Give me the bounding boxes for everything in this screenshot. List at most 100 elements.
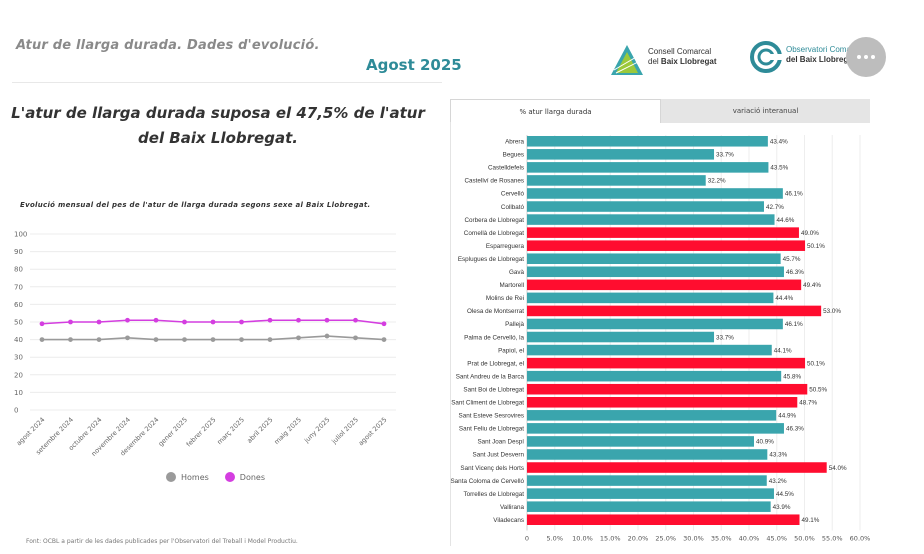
- bar-xtick-label: 35.0%: [711, 535, 732, 543]
- bar-value-label: 54.0%: [829, 465, 847, 472]
- bar-value-label: 42.7%: [766, 204, 784, 211]
- bar-category-label: Castellví de Rosanes: [464, 178, 524, 185]
- bar-value-label: 43.2%: [769, 478, 787, 485]
- consell-logo-line2: Baix Llobregat: [660, 57, 717, 66]
- observatori-circle-icon: [750, 41, 782, 73]
- legend-label-homes: Homes: [181, 472, 209, 482]
- bar-category-label: Palma de Cervelló, la: [464, 334, 524, 341]
- line-xtick-label: juliol 2025: [330, 416, 360, 446]
- bar-category-label: Esplugues de Llobregat: [458, 256, 524, 263]
- more-options-button[interactable]: [846, 37, 886, 77]
- bar-value-label: 32.2%: [708, 178, 726, 185]
- bar-value-label: 33.7%: [716, 334, 734, 341]
- bar-value-label: 48.7%: [799, 400, 817, 407]
- line-ytick-label: 20: [14, 371, 23, 379]
- bar: [527, 227, 799, 238]
- bar-xtick-label: 55.0%: [822, 535, 843, 543]
- series-point-dones: [267, 317, 273, 323]
- bar-category-label: Pallejà: [505, 321, 524, 328]
- series-point-dones: [39, 321, 45, 327]
- bar-xtick-label: 45.0%: [766, 535, 787, 543]
- source-footnote: Font: OCBL a partir de les dades publica…: [26, 538, 298, 545]
- series-point-dones: [153, 317, 159, 323]
- bar-category-label: Sant Joan Despí: [477, 439, 524, 446]
- bar: [527, 514, 800, 525]
- series-point-dones: [125, 317, 130, 323]
- series-point-homes: [353, 335, 358, 341]
- line-ytick-label: 40: [14, 336, 23, 344]
- series-point-homes: [296, 335, 301, 341]
- consell-logo-line1: Consell Comarcal: [648, 47, 712, 56]
- bar-xtick-label: 10.0%: [572, 535, 593, 543]
- line-ytick-label: 0: [14, 407, 18, 415]
- legend-item-homes[interactable]: Homes: [166, 472, 209, 482]
- bar-category-label: Sant Andreu de la Barca: [456, 373, 525, 380]
- legend-dot-homes: [166, 472, 176, 482]
- bar-xtick-label: 50.0%: [794, 535, 815, 543]
- series-point-dones: [96, 319, 102, 325]
- bar-category-label: Prat de Llobregat, el: [467, 360, 524, 367]
- bar-category-label: Collbató: [501, 204, 525, 211]
- bar-category-label: Torrelles de Llobregat: [463, 491, 524, 498]
- report-title: Atur de llarga durada. Dades d'evolució.: [16, 38, 320, 53]
- bar: [527, 475, 767, 486]
- bar-xtick-label: 5.0%: [546, 535, 563, 543]
- observatori-logo-line2: Baix Llobregat: [799, 55, 856, 64]
- line-ytick-label: 50: [14, 319, 23, 327]
- tab-variacio-interanual[interactable]: variació interanual: [661, 99, 870, 123]
- line-chart-legend: Homes Dones: [166, 472, 275, 482]
- series-point-homes: [324, 333, 330, 339]
- bar: [527, 423, 784, 434]
- line-xtick-label: maig 2025: [273, 416, 303, 446]
- headline: L'atur de llarga durada suposa el 47,5% …: [11, 104, 425, 147]
- bar: [527, 214, 775, 225]
- bar-value-label: 43.3%: [769, 452, 787, 459]
- bar-xtick-label: 30.0%: [683, 535, 704, 543]
- tab-pct-llarga-durada[interactable]: % atur llarga durada: [450, 99, 661, 123]
- bar: [527, 240, 806, 251]
- series-point-homes: [381, 337, 387, 342]
- series-point-dones: [182, 319, 187, 325]
- bar: [527, 149, 715, 160]
- bar-value-label: 40.9%: [756, 439, 774, 446]
- series-point-homes: [68, 337, 73, 342]
- series-point-dones: [296, 317, 301, 323]
- series-point-homes: [267, 337, 273, 342]
- bar: [527, 201, 764, 212]
- series-point-dones: [239, 319, 244, 325]
- consell-logo-del: del: [648, 57, 659, 66]
- line-ytick-label: 100: [14, 231, 27, 239]
- bar-value-label: 44.6%: [777, 217, 795, 224]
- bar: [527, 318, 783, 330]
- line-ytick-label: 60: [14, 301, 23, 309]
- bar: [527, 462, 827, 473]
- series-point-homes: [96, 337, 102, 342]
- series-point-homes: [182, 337, 187, 342]
- bar: [527, 136, 768, 147]
- bar-category-label: Molins de Rei: [486, 295, 524, 302]
- bar-category-label: Martorell: [500, 282, 525, 289]
- observatori-logo-line1: Observatori Comarcal: [786, 45, 864, 54]
- line-ytick-label: 30: [14, 354, 23, 362]
- bar-value-label: 43.5%: [770, 165, 788, 172]
- bar-category-label: Sant Boi de Llobregat: [463, 386, 524, 393]
- legend-item-dones[interactable]: Dones: [224, 472, 265, 482]
- bar: [527, 162, 769, 173]
- bar-category-label: Castelldefels: [488, 165, 524, 172]
- bar: [527, 279, 802, 291]
- bar-value-label: 44.5%: [776, 491, 794, 498]
- bar: [527, 305, 822, 317]
- bar-category-label: Sant Climent de Llobregat: [451, 400, 524, 407]
- bar-value-label: 50.1%: [807, 360, 825, 367]
- more-dot-icon: [857, 55, 861, 59]
- bar-value-label: 33.7%: [716, 152, 734, 159]
- bar: [527, 383, 808, 395]
- bar-category-label: Vallirana: [500, 504, 525, 511]
- bar-value-label: 44.4%: [775, 295, 793, 302]
- bar-value-label: 43.9%: [773, 504, 791, 511]
- series-point-dones: [324, 317, 330, 323]
- bar: [527, 175, 706, 186]
- bar-value-label: 46.1%: [785, 321, 803, 328]
- bar-xtick-label: 40.0%: [739, 535, 760, 543]
- series-point-dones: [210, 319, 216, 325]
